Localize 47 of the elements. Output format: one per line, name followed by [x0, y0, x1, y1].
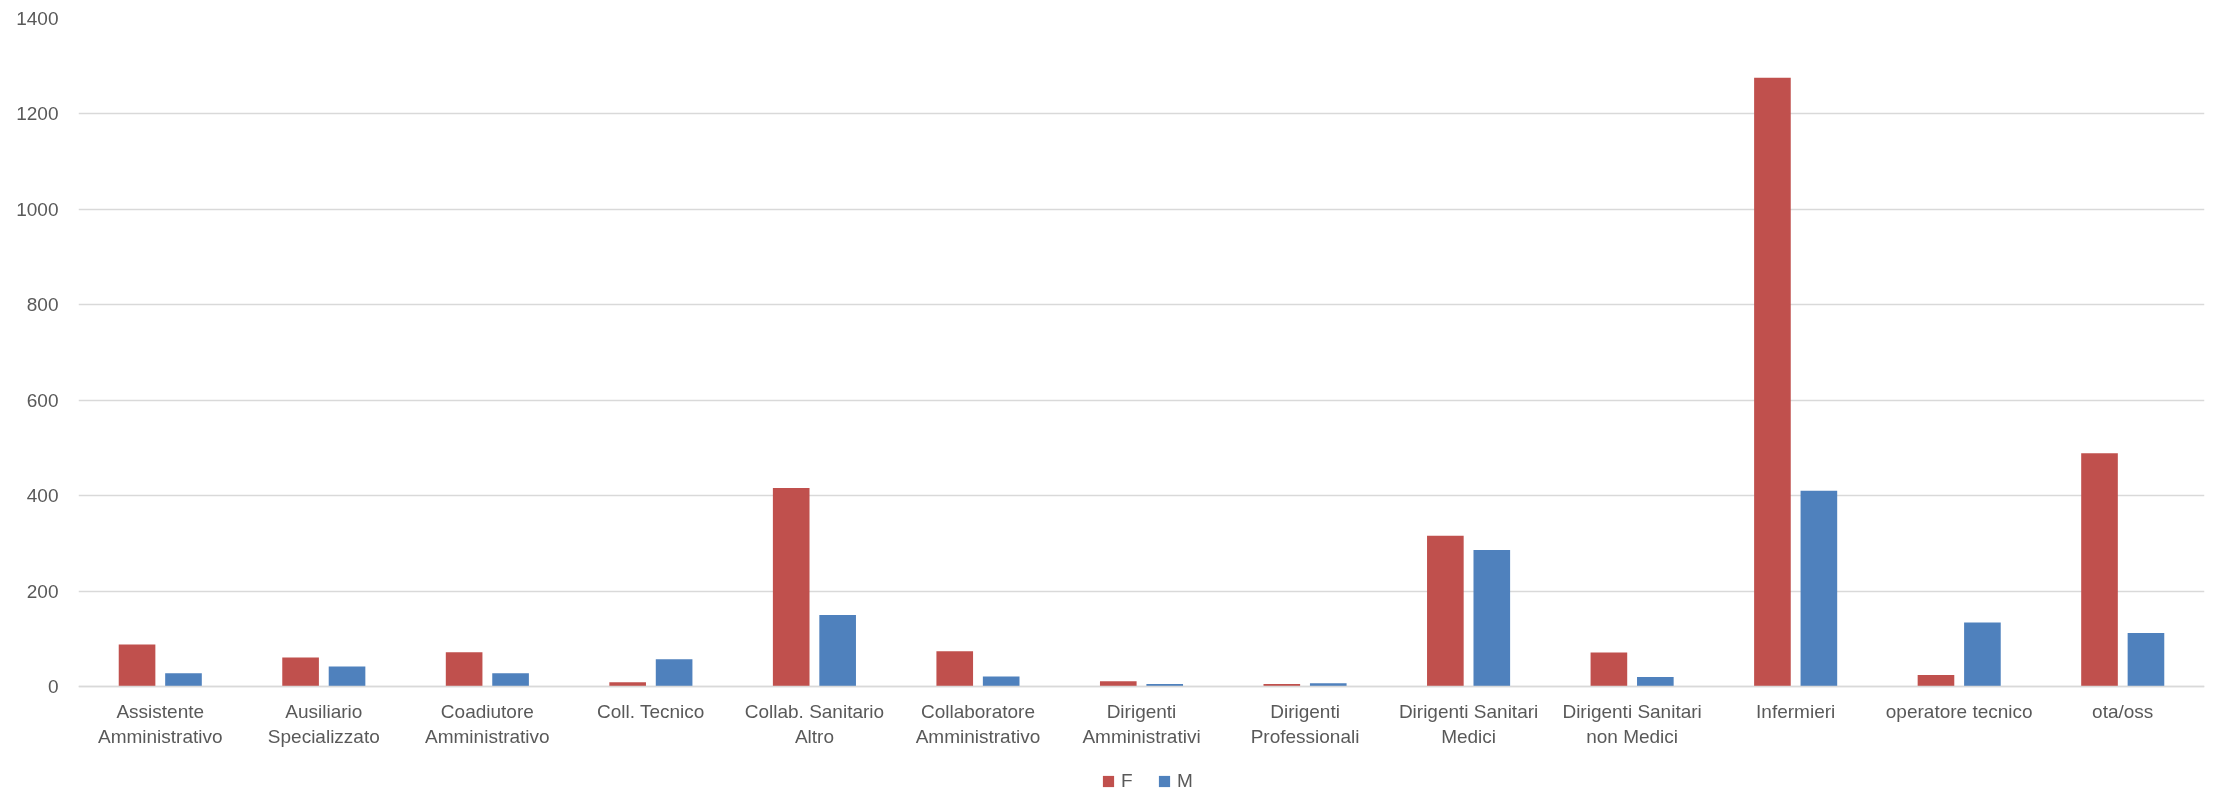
bar — [1427, 535, 1464, 687]
bar — [118, 644, 156, 687]
x-tick-label: Infermieri — [1756, 700, 1836, 722]
y-tick-label: 0 — [47, 676, 59, 697]
bar — [936, 651, 974, 687]
bar — [282, 657, 319, 687]
bar — [1964, 622, 2001, 687]
y-tick-label: 200 — [26, 580, 59, 602]
bar — [1917, 675, 1955, 687]
x-tick-label: Collab. Sanitario Altro — [744, 700, 885, 747]
x-tick-label: Dirigenti Sanitari non Medici — [1562, 700, 1702, 747]
bar — [492, 673, 529, 687]
bar — [982, 676, 1020, 687]
bar — [655, 659, 693, 687]
bar — [1099, 681, 1137, 687]
bar — [772, 488, 810, 687]
bar — [1590, 652, 1628, 687]
y-tick-label: 800 — [26, 294, 59, 316]
y-tick-label: 400 — [26, 485, 59, 507]
y-tick-label: 600 — [26, 389, 59, 411]
bar — [1754, 77, 1791, 687]
y-tick-label: 1200 — [16, 103, 59, 125]
bar — [1309, 683, 1347, 687]
bar — [609, 682, 646, 687]
x-tick-label: Ausiliario Specializzato — [267, 700, 380, 747]
x-tick-label: Dirigenti Sanitari Medici — [1398, 700, 1539, 747]
x-tick-label: Coadiutore Amministrativo — [425, 700, 550, 747]
x-tick-label: operatore tecnico — [1885, 700, 2033, 722]
legend-label: F — [1121, 770, 1134, 792]
legend-label: M — [1177, 770, 1194, 792]
x-tick-label: Dirigenti Amministrativi — [1082, 700, 1201, 747]
x-tick-label: Coll. Tecnico — [597, 700, 705, 722]
y-tick-label: 1000 — [16, 198, 59, 220]
bar — [819, 614, 856, 687]
x-tick-label: ota/oss — [2092, 700, 2154, 722]
bar — [1800, 490, 1838, 687]
bar — [328, 666, 366, 687]
bar — [2127, 633, 2165, 687]
x-tick-label: Dirigenti Professionali — [1250, 700, 1360, 747]
bar — [165, 673, 202, 687]
bar — [1637, 676, 1674, 687]
bar — [445, 652, 483, 687]
x-tick-label: Collaboratore Amministrativo — [915, 700, 1041, 747]
x-tick-label: Assistente Amministrativo — [97, 700, 223, 747]
bar — [1473, 550, 1511, 687]
bar — [2081, 453, 2118, 687]
y-tick-label: 1400 — [16, 8, 59, 29]
